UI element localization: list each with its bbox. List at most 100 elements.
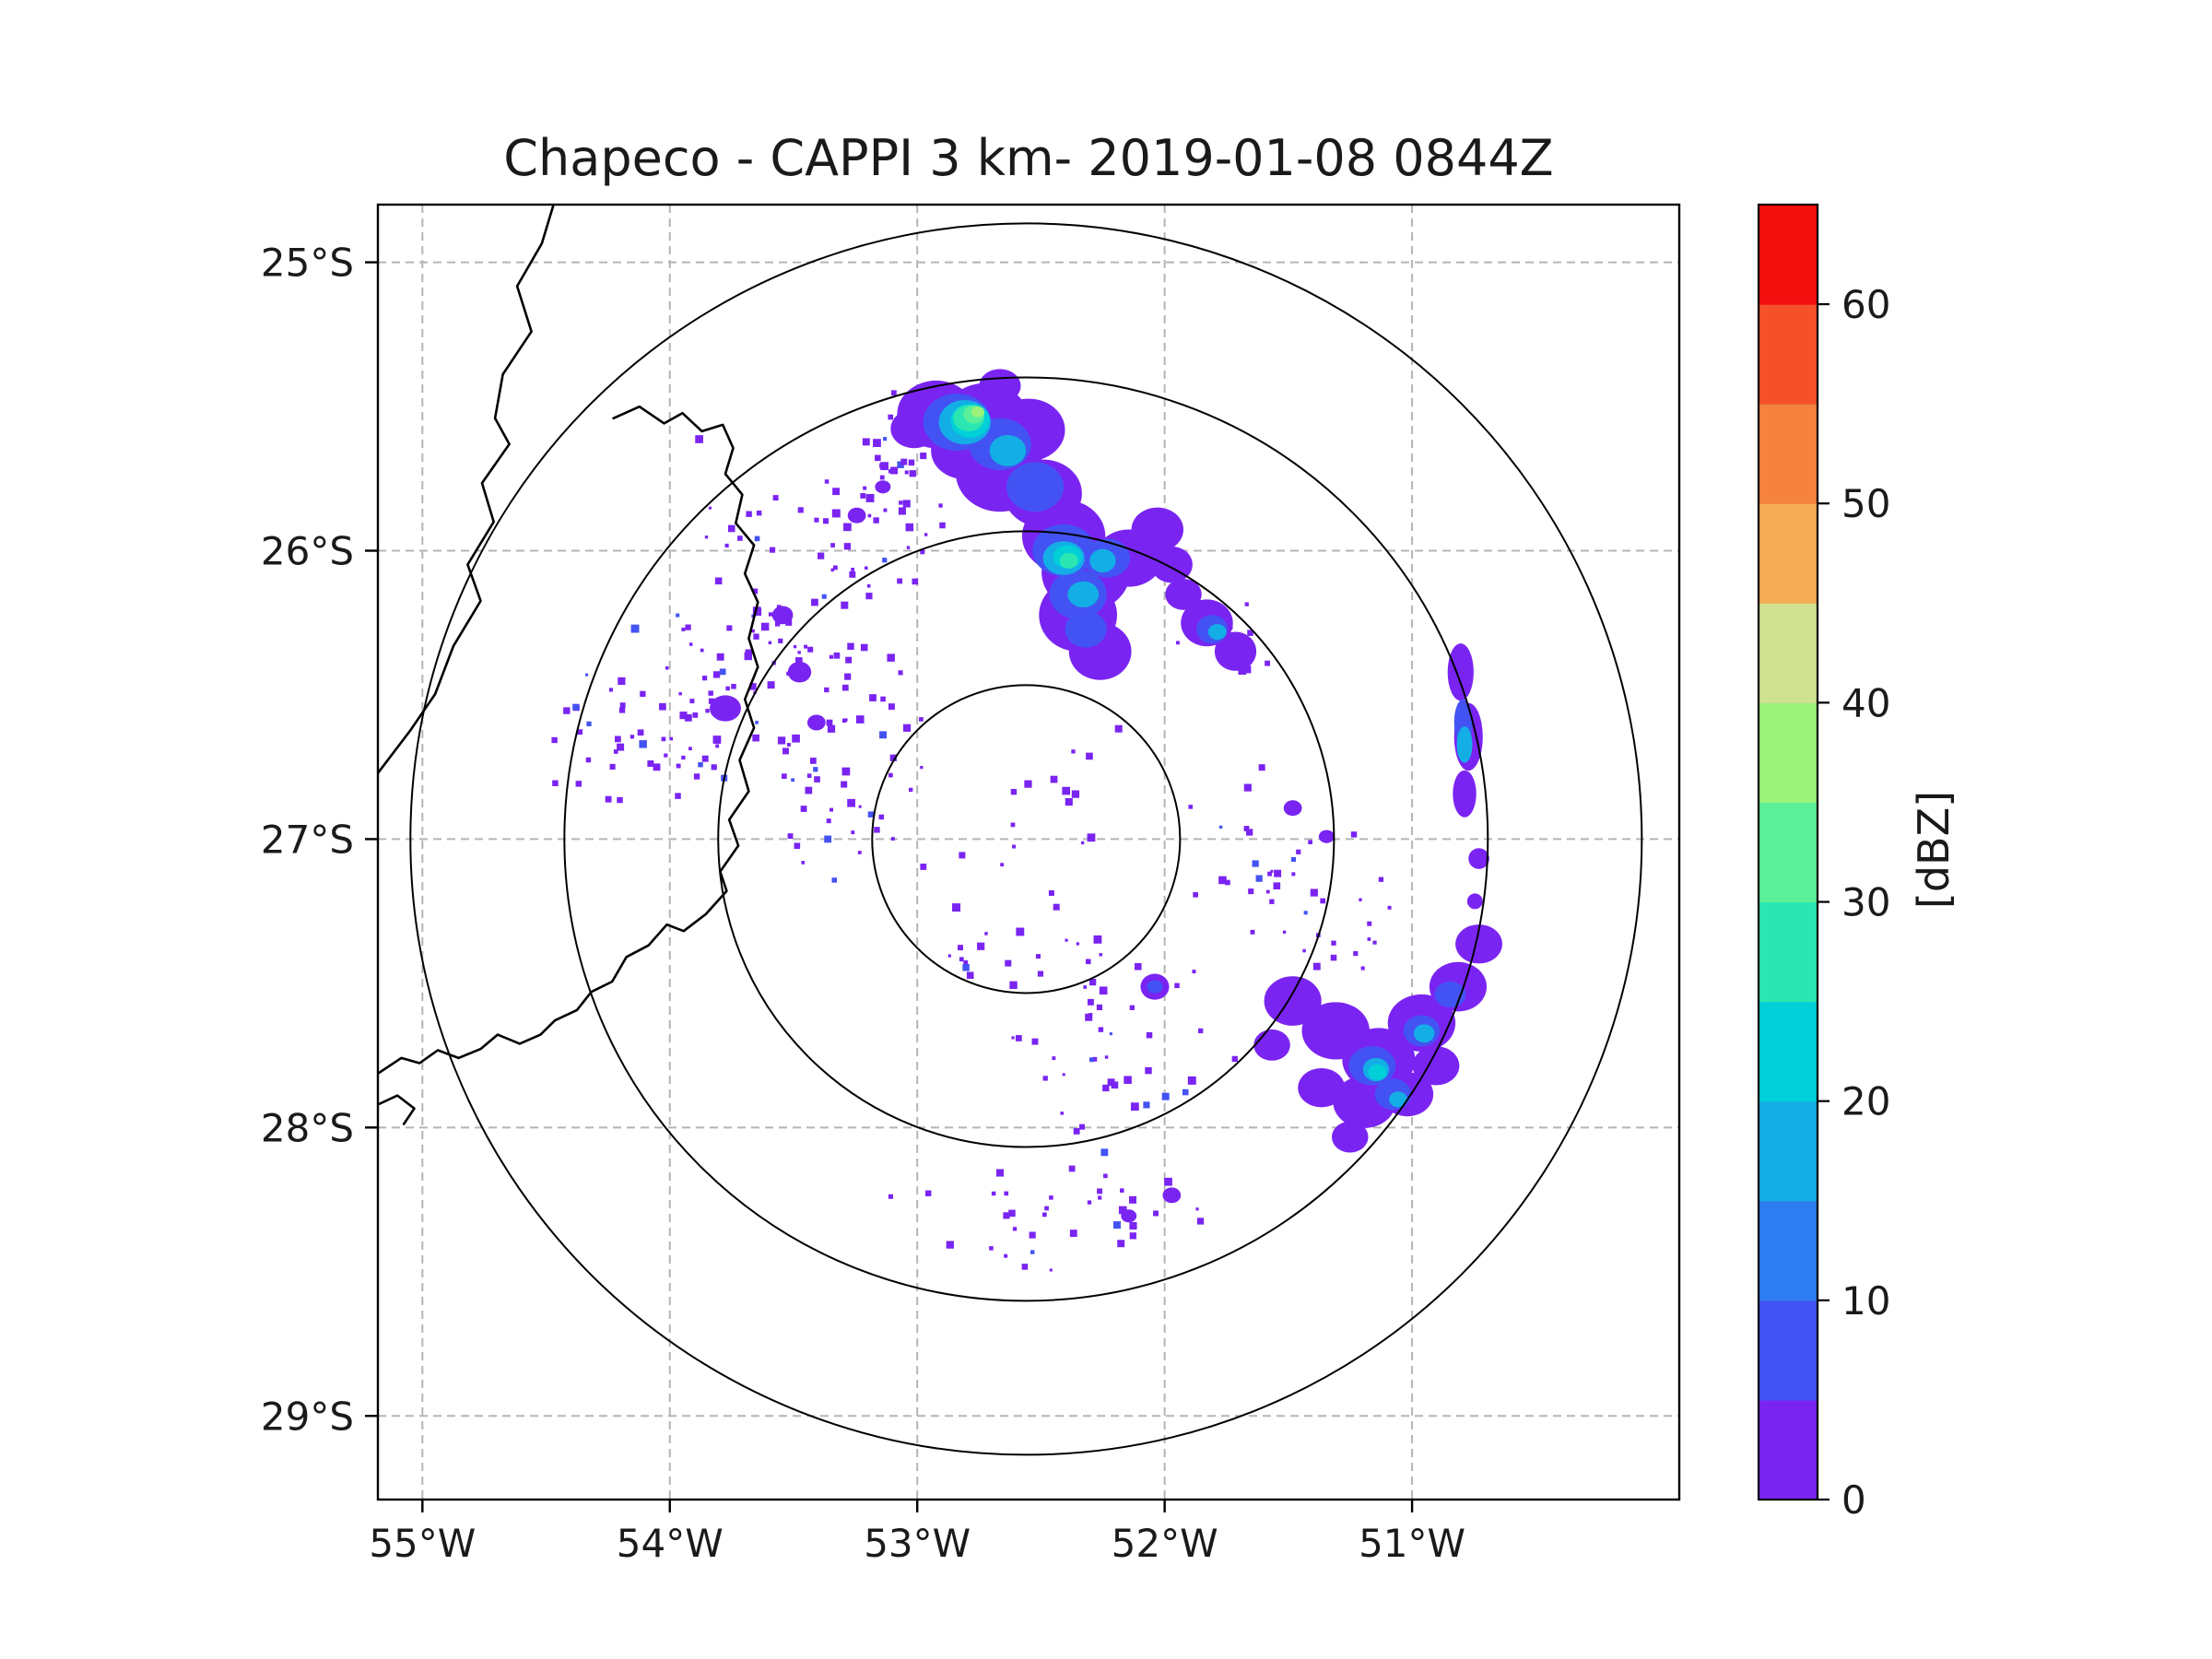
echo-speckle — [1068, 1165, 1076, 1172]
echo-speckle — [1303, 911, 1308, 915]
echo-speckle — [832, 488, 841, 496]
echo-speckle — [1225, 879, 1230, 886]
echo-speckle — [1387, 905, 1392, 910]
echo-patch — [1067, 581, 1100, 608]
echo-speckle — [1129, 1221, 1137, 1230]
echo-speckle — [959, 957, 964, 962]
echo-speckle — [647, 760, 654, 767]
echo-speckle — [1273, 882, 1281, 890]
echo-speckle — [1012, 844, 1017, 849]
echo-speckle — [1092, 1056, 1098, 1062]
echo-speckle — [1048, 889, 1054, 896]
echo-speckle — [1267, 871, 1273, 877]
colorbar-segment — [1759, 503, 1818, 604]
echo-speckle — [1097, 1188, 1103, 1194]
echo-speckle — [805, 786, 813, 794]
echo-speckle — [855, 715, 865, 724]
echo-speckle — [814, 776, 820, 782]
echo-speckle — [1003, 1212, 1010, 1219]
colorbar-segment — [1759, 702, 1818, 804]
echo-speckle — [925, 1190, 932, 1196]
echo-patch — [1065, 611, 1107, 648]
echo-speckle — [609, 763, 616, 770]
echo-speckle — [833, 652, 841, 659]
echo-speckle — [1012, 1227, 1018, 1231]
echo-speckle — [869, 694, 877, 701]
colorbar-tick-label: 10 — [1841, 1278, 1890, 1324]
echo-speckle — [897, 578, 903, 584]
echo-speckle — [1098, 1195, 1102, 1200]
echo-speckle — [1192, 970, 1196, 974]
echo-speckle — [752, 734, 759, 742]
echo-speckle — [851, 830, 855, 835]
echo-speckle — [873, 439, 881, 447]
echo-speckle — [833, 565, 838, 571]
echo-speckle — [827, 724, 836, 733]
echo-patch — [1412, 1046, 1460, 1086]
echo-speckle — [865, 593, 873, 600]
echo-speckle — [898, 507, 906, 515]
echo-speckle — [831, 877, 838, 883]
echo-speckle — [904, 470, 909, 475]
echo-speckle — [888, 414, 894, 420]
echo-speckle — [1331, 940, 1336, 946]
echo-speckle — [963, 959, 969, 965]
range-ring — [717, 530, 1335, 1148]
echo-speckle — [821, 594, 827, 599]
echo-speckle — [902, 500, 911, 508]
echo-speckle — [1009, 981, 1018, 990]
echo-speckle — [751, 614, 755, 618]
echo-speckle — [824, 835, 832, 843]
echo-speckle — [1071, 790, 1080, 798]
echo-speckle — [701, 676, 708, 681]
echo-speckle — [1258, 764, 1265, 771]
echo-patch — [771, 606, 794, 625]
x-tick-label: 51°W — [1359, 1521, 1465, 1566]
echo-speckle — [984, 932, 988, 935]
echo-speckle — [618, 707, 626, 713]
echo-speckle — [866, 583, 871, 588]
y-tick-label: 26°S — [261, 529, 354, 574]
echo-speckle — [1011, 1036, 1015, 1040]
echo-speckle — [605, 795, 612, 803]
echo-speckle — [890, 390, 897, 396]
echo-speckle — [793, 644, 797, 649]
echo-speckle — [685, 714, 692, 722]
echo-speckle — [878, 814, 884, 820]
echo-speckle — [1000, 863, 1005, 867]
echo-speckle — [679, 712, 688, 720]
echo-speckle — [873, 517, 879, 524]
echo-speckle — [1255, 875, 1263, 882]
echo-speckle — [858, 805, 862, 808]
echo-speckle — [774, 621, 781, 627]
echo-speckle — [1367, 921, 1372, 926]
echo-speckle — [1085, 959, 1091, 965]
echo-speckle — [860, 643, 868, 652]
echo-speckle — [768, 612, 773, 617]
echo-speckle — [865, 494, 875, 502]
echo-speckle — [1129, 1232, 1136, 1240]
colorbar-segment — [1759, 901, 1818, 1003]
x-tick-label: 52°W — [1112, 1521, 1218, 1566]
echo-speckle — [1198, 1028, 1204, 1034]
map-border — [378, 405, 759, 1076]
echo-speckle — [1145, 1066, 1152, 1075]
echo-speckle — [1372, 940, 1377, 945]
echo-speckle — [1187, 1076, 1196, 1085]
echo-speckle — [693, 773, 700, 780]
echo-speckle — [552, 780, 559, 787]
echo-speckle — [1310, 888, 1318, 897]
echo-speckle — [849, 571, 856, 578]
echo-speckle — [737, 535, 743, 541]
echo-speckle — [726, 625, 733, 631]
echo-speckle — [659, 702, 666, 711]
echo-speckle — [1050, 775, 1058, 783]
echo-speckle — [787, 833, 794, 840]
echo-patch — [1453, 770, 1477, 818]
echo-speckle — [880, 696, 886, 702]
echo-speckle — [794, 842, 801, 850]
echo-speckle — [1029, 1231, 1036, 1239]
echo-speckle — [920, 765, 924, 770]
echo-speckle — [1367, 937, 1371, 941]
echo-speckle — [1087, 1200, 1092, 1205]
